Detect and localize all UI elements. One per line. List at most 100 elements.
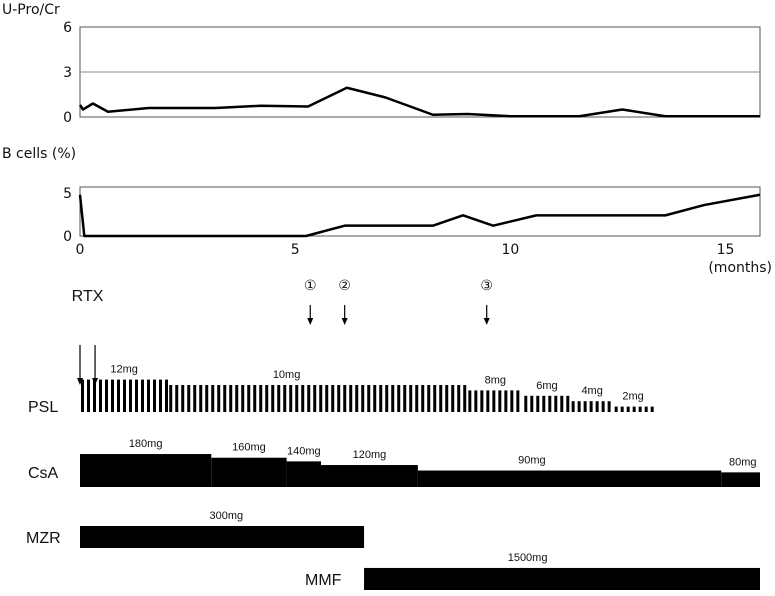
- psl-dose-bar: [265, 385, 268, 412]
- psl-dose-bar: [349, 385, 352, 412]
- y-axis-title: U-Pro/Cr: [2, 2, 60, 18]
- psl-dose-bar: [391, 385, 394, 412]
- psl-dose-bar: [99, 380, 102, 412]
- psl-dose-bar: [229, 385, 232, 412]
- psl-dose-bar: [301, 385, 304, 412]
- dose-label: 12mg: [110, 364, 138, 376]
- psl-dose-bar: [331, 385, 334, 412]
- y-axis-title: B cells (%): [2, 146, 76, 162]
- psl-dose-bar: [199, 385, 202, 412]
- psl-dose-bar: [524, 396, 527, 412]
- psl-dose-bar: [367, 385, 370, 412]
- arrow-head: [307, 318, 313, 325]
- dose-bar: [418, 471, 721, 487]
- dose-label: 140mg: [287, 445, 321, 457]
- psl-dose-bar: [397, 385, 400, 412]
- arrow-head: [484, 318, 490, 325]
- psl-dose-bar: [457, 385, 460, 412]
- event-label: ②: [338, 278, 351, 294]
- data-line: [80, 88, 760, 117]
- drug-label: MMF: [305, 572, 342, 589]
- psl-dose-bar: [355, 385, 358, 412]
- drug-label: CsA: [28, 465, 59, 482]
- psl-dose-bar: [439, 385, 442, 412]
- psl-dose-bar: [415, 385, 418, 412]
- psl-dose-bar: [169, 385, 172, 412]
- psl-dose-bar: [602, 401, 605, 412]
- x-tick-label: 10: [501, 242, 519, 258]
- psl-dose-bar: [566, 396, 569, 412]
- dose-label: 6mg: [536, 380, 557, 392]
- psl-dose-bar: [627, 407, 630, 412]
- psl-dose-bar: [379, 385, 382, 412]
- psl-dose-bar: [123, 380, 126, 412]
- psl-dose-bar: [253, 385, 256, 412]
- psl-dose-bar: [403, 385, 406, 412]
- arrow-head: [342, 318, 348, 325]
- dose-bar: [211, 458, 286, 487]
- psl-dose-bar: [187, 385, 190, 412]
- dose-bar: [80, 526, 364, 548]
- psl-dose-bar: [241, 385, 244, 412]
- psl-dose-bar: [271, 385, 274, 412]
- psl-dose-bar: [421, 385, 424, 412]
- psl-dose-bar: [277, 385, 280, 412]
- psl-dose-bar: [560, 396, 563, 412]
- psl-dose-bar: [492, 390, 495, 412]
- psl-dose-bar: [433, 385, 436, 412]
- x-axis-unit: (months): [708, 260, 772, 276]
- dose-bar: [364, 568, 760, 590]
- psl-dose-bar: [621, 407, 624, 412]
- psl-dose-bar: [486, 390, 489, 412]
- psl-dose-bar: [159, 380, 162, 412]
- psl-dose-bar: [147, 380, 150, 412]
- y-tick-label: 5: [63, 186, 72, 202]
- psl-dose-bar: [181, 385, 184, 412]
- x-tick-label: 5: [291, 242, 300, 258]
- psl-dose-bar: [651, 407, 654, 412]
- psl-dose-bar: [536, 396, 539, 412]
- psl-dose-bar: [319, 385, 322, 412]
- psl-dose-bar: [554, 396, 557, 412]
- psl-dose-bar: [259, 385, 262, 412]
- psl-dose-bar: [87, 380, 90, 412]
- psl-dose-bar: [608, 401, 611, 412]
- psl-dose-bar: [217, 385, 220, 412]
- psl-dose-bar: [468, 390, 471, 412]
- psl-dose-bar: [584, 401, 587, 412]
- dose-label: 10mg: [273, 369, 301, 381]
- psl-dose-bar: [235, 385, 238, 412]
- data-line: [80, 195, 760, 236]
- psl-dose-bar: [409, 385, 412, 412]
- plot-frame: [80, 187, 760, 236]
- psl-dose-bar: [474, 390, 477, 412]
- psl-dose-bar: [165, 380, 168, 412]
- drug-label: MZR: [26, 530, 61, 547]
- psl-dose-bar: [548, 396, 551, 412]
- y-tick-label: 6: [63, 20, 72, 36]
- dose-bar: [721, 472, 760, 487]
- psl-dose-bar: [247, 385, 250, 412]
- psl-dose-bar: [343, 385, 346, 412]
- dose-bar: [321, 465, 418, 487]
- psl-dose-bar: [105, 380, 108, 412]
- psl-dose-bar: [223, 385, 226, 412]
- psl-dose-bar: [445, 385, 448, 412]
- event-label: RTX: [72, 288, 104, 305]
- psl-dose-bar: [205, 385, 208, 412]
- psl-dose-bar: [427, 385, 430, 412]
- psl-dose-bar: [542, 396, 545, 412]
- psl-dose-bar: [639, 407, 642, 412]
- psl-dose-bar: [498, 390, 501, 412]
- dose-label: 300mg: [210, 510, 244, 522]
- psl-dose-bar: [313, 385, 316, 412]
- psl-dose-bar: [295, 385, 298, 412]
- psl-dose-bar: [289, 385, 292, 412]
- psl-dose-bar: [480, 390, 483, 412]
- psl-dose-bar: [111, 380, 114, 412]
- x-tick-label: 15: [717, 242, 735, 258]
- y-tick-label: 0: [63, 229, 72, 245]
- drug-label: PSL: [28, 399, 58, 416]
- psl-dose-bar: [596, 401, 599, 412]
